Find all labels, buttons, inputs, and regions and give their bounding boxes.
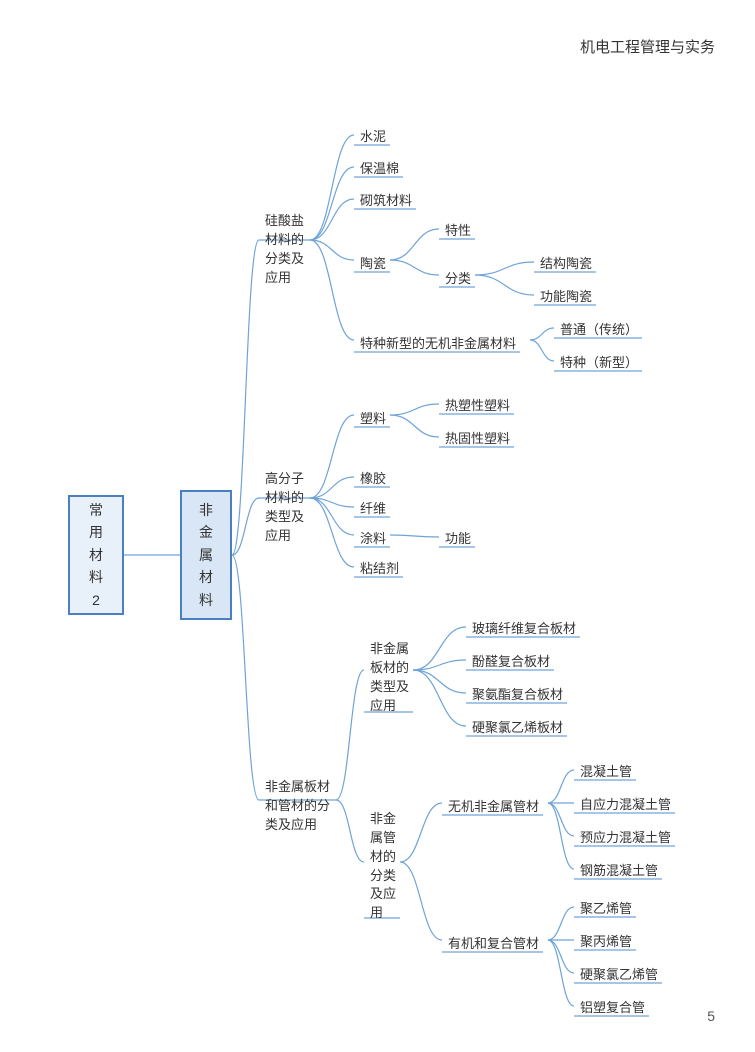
tree-label: 橡胶 bbox=[360, 470, 386, 489]
root-node: 常 用 材 料 2 bbox=[68, 495, 124, 615]
tree-label: 保温棉 bbox=[360, 160, 399, 179]
tree-label: 功能陶瓷 bbox=[540, 288, 592, 307]
tree-label: 聚乙烯管 bbox=[580, 900, 632, 919]
tree-label: 粘结剂 bbox=[360, 560, 399, 579]
tree-label: 非金属 板材的 类型及 应用 bbox=[370, 640, 409, 715]
tree-label: 水泥 bbox=[360, 128, 386, 147]
tree-label: 涂料 bbox=[360, 530, 386, 549]
tree-label: 非金 属管 材的 分类 及应 用 bbox=[370, 810, 396, 923]
tree-label: 无机非金属管材 bbox=[448, 798, 539, 817]
tree-label: 聚氨酯复合板材 bbox=[472, 686, 563, 705]
tree-label: 铝塑复合管 bbox=[580, 999, 645, 1018]
tree-label: 钢筋混凝土管 bbox=[580, 862, 658, 881]
tree-label: 预应力混凝土管 bbox=[580, 829, 671, 848]
tree-label: 普通（传统） bbox=[560, 321, 638, 340]
tree-label: 分类 bbox=[445, 270, 471, 289]
tree-label: 功能 bbox=[445, 530, 471, 549]
branch-label: 硅酸盐 材料的 分类及 应用 bbox=[265, 212, 304, 287]
tree-label: 硬聚氯乙烯板材 bbox=[472, 719, 563, 738]
level1-node: 非 金 属 材 料 bbox=[180, 490, 232, 620]
tree-label: 热塑性塑料 bbox=[445, 397, 510, 416]
tree-label: 特性 bbox=[445, 222, 471, 241]
tree-label: 玻璃纤维复合板材 bbox=[472, 620, 576, 639]
tree-label: 混凝土管 bbox=[580, 763, 632, 782]
branch-label: 非金属板材 和管材的分 类及应用 bbox=[265, 778, 330, 835]
tree-label: 硬聚氯乙烯管 bbox=[580, 966, 658, 985]
tree-label: 聚丙烯管 bbox=[580, 933, 632, 952]
tree-label: 砌筑材料 bbox=[360, 192, 412, 211]
branch-label: 高分子 材料的 类型及 应用 bbox=[265, 470, 304, 545]
tree-label: 有机和复合管材 bbox=[448, 935, 539, 954]
tree-label: 特种（新型） bbox=[560, 354, 638, 373]
tree-label: 塑料 bbox=[360, 410, 386, 429]
tree-label: 特种新型的无机非金属材料 bbox=[360, 335, 516, 354]
tree-label: 结构陶瓷 bbox=[540, 255, 592, 274]
tree-label: 热固性塑料 bbox=[445, 430, 510, 449]
tree-label: 纤维 bbox=[360, 500, 386, 519]
tree-label: 酚醛复合板材 bbox=[472, 653, 550, 672]
tree-label: 自应力混凝土管 bbox=[580, 796, 671, 815]
tree-label: 陶瓷 bbox=[360, 255, 386, 274]
